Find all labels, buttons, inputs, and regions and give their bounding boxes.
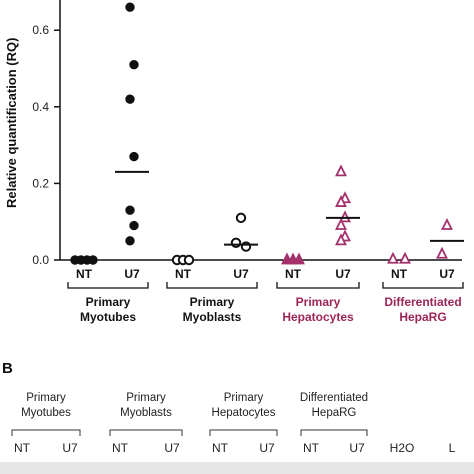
panel-b-group-label: HepaRG — [312, 407, 357, 419]
data-point — [436, 246, 448, 259]
panel-b-brackets — [11, 429, 368, 436]
panel-b-lane-label: U7 — [259, 441, 275, 455]
data-point — [240, 241, 252, 252]
panel-b-lane-label: U7 — [349, 441, 365, 455]
data-point — [183, 254, 195, 266]
group-label: HepaRG — [399, 310, 446, 324]
panel-b-group-labels: Primary Myotubes Primary Myoblasts Primary He… — [21, 392, 368, 419]
x-category-label: U7 — [233, 267, 249, 281]
panel-b-group-label: Myoblasts — [120, 407, 172, 419]
panel-b-group-label: Primary — [126, 392, 166, 404]
group-bracket — [67, 282, 149, 289]
data-point — [125, 94, 135, 104]
y-tick-label: 0.6 — [32, 23, 49, 37]
group-bracket — [382, 282, 464, 289]
data-marks — [70, 2, 453, 266]
gel-strip — [0, 462, 474, 474]
x-category-labels: NT U7 NT U7 NT U7 NT U7 — [76, 267, 455, 281]
panel-b-label: B — [2, 360, 13, 377]
group-label: Differentiated — [384, 295, 461, 309]
group-label: Primary — [86, 295, 131, 309]
data-point — [335, 164, 347, 177]
x-category-label: NT — [175, 267, 192, 281]
panel-b-bracket — [109, 429, 183, 436]
x-category-label: U7 — [439, 267, 455, 281]
data-point — [230, 237, 242, 248]
data-point — [441, 218, 453, 230]
group-label: Myoblasts — [183, 310, 242, 324]
group-label: Primary — [296, 295, 341, 309]
panel-b-group-label: Differentiated — [300, 392, 368, 404]
data-point — [129, 151, 139, 162]
x-category-label: NT — [285, 267, 302, 281]
data-point — [129, 220, 139, 231]
y-axis-label: Relative quantification (RQ) — [4, 38, 19, 208]
median-lines — [115, 170, 464, 246]
panel-b-lane-label: NT — [303, 441, 320, 455]
data-point — [125, 2, 135, 12]
data-point — [335, 233, 347, 246]
data-point — [88, 255, 98, 265]
data-point — [125, 205, 135, 215]
y-ticks: 0.0 0.2 0.4 0.6 — [32, 23, 60, 267]
panel-a-chart: Relative quantification (RQ) 0.00.20.40.… — [4, 0, 464, 324]
panel-b-lane-label: L — [449, 441, 456, 455]
panel-b-bracket — [300, 429, 368, 436]
x-category-label: U7 — [335, 267, 351, 281]
data-point — [125, 236, 135, 246]
panel-b-group-label: Primary — [224, 392, 264, 404]
group-label: Myotubes — [80, 310, 136, 324]
panel-b-lane-label: NT — [112, 441, 129, 455]
data-point — [129, 59, 139, 70]
panel-b-lane-label: H2O — [390, 441, 415, 455]
group-label: Hepatocytes — [282, 310, 354, 324]
data-point — [335, 195, 347, 207]
panel-b-lane-label: NT — [212, 441, 229, 455]
data-point — [387, 251, 399, 264]
x-category-label: U7 — [124, 267, 140, 281]
panel-b-group-label: Primary — [26, 392, 66, 404]
panel-b-lane-labels: NT U7 NT U7 NT U7 NT U7 H2O L — [14, 441, 456, 455]
x-category-label: NT — [76, 267, 93, 281]
panel-b-lane-label: U7 — [62, 441, 78, 455]
panel-b-group-label: Hepatocytes — [212, 407, 276, 419]
group-bracket — [276, 282, 360, 289]
panel-b-bracket — [11, 429, 81, 436]
group-labels: PrimaryMyotubesPrimaryMyoblastsPrimaryHe… — [80, 295, 462, 324]
panel-b-bracket — [209, 429, 278, 436]
data-point — [335, 218, 347, 230]
data-point — [235, 212, 247, 224]
panel-b-group-label: Myotubes — [21, 407, 71, 419]
group-brackets — [67, 282, 464, 289]
group-bracket — [166, 282, 258, 289]
panel-b-lane-label: U7 — [164, 441, 180, 455]
group-label: Primary — [190, 295, 235, 309]
panel-b-gel-header: B PrimaryMyotubesPrimaryMyoblastsPrimary… — [0, 360, 474, 474]
data-point — [293, 252, 305, 265]
data-point — [399, 251, 411, 264]
panel-b-lane-label: NT — [14, 441, 31, 455]
x-category-label: NT — [391, 267, 408, 281]
y-tick-label: 0.0 — [32, 253, 49, 267]
y-tick-label: 0.4 — [32, 100, 49, 114]
y-tick-label: 0.2 — [32, 176, 49, 190]
